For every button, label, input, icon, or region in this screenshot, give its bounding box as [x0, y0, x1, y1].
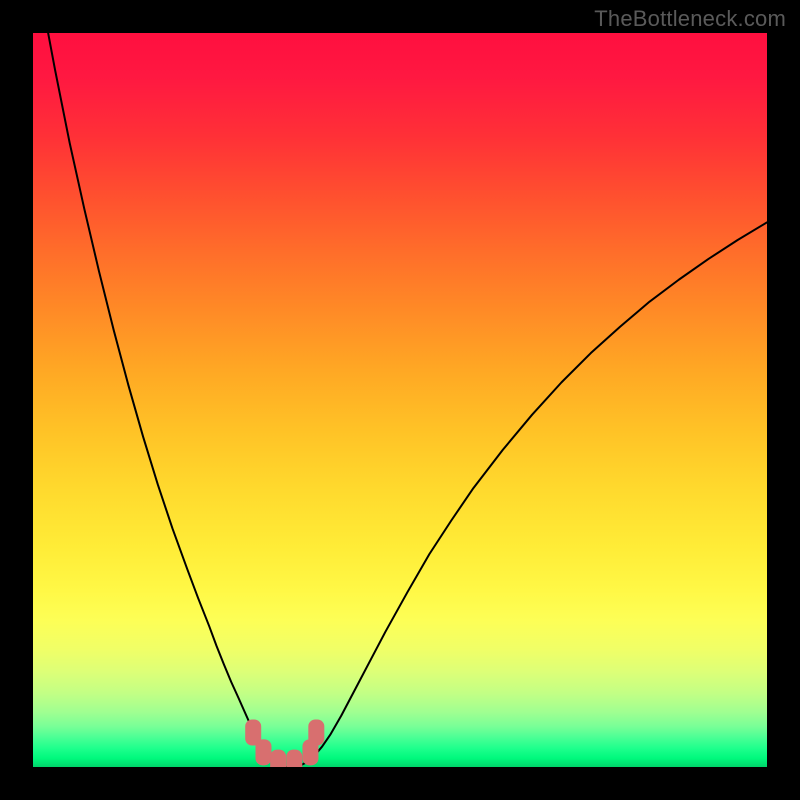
- gradient-background: [33, 33, 767, 767]
- chart-container: TheBottleneck.com: [0, 0, 800, 800]
- marker: [270, 750, 286, 767]
- watermark-text: TheBottleneck.com: [594, 6, 786, 32]
- marker: [255, 739, 271, 765]
- plot-area: [33, 33, 767, 767]
- marker: [286, 750, 302, 767]
- marker: [308, 720, 324, 746]
